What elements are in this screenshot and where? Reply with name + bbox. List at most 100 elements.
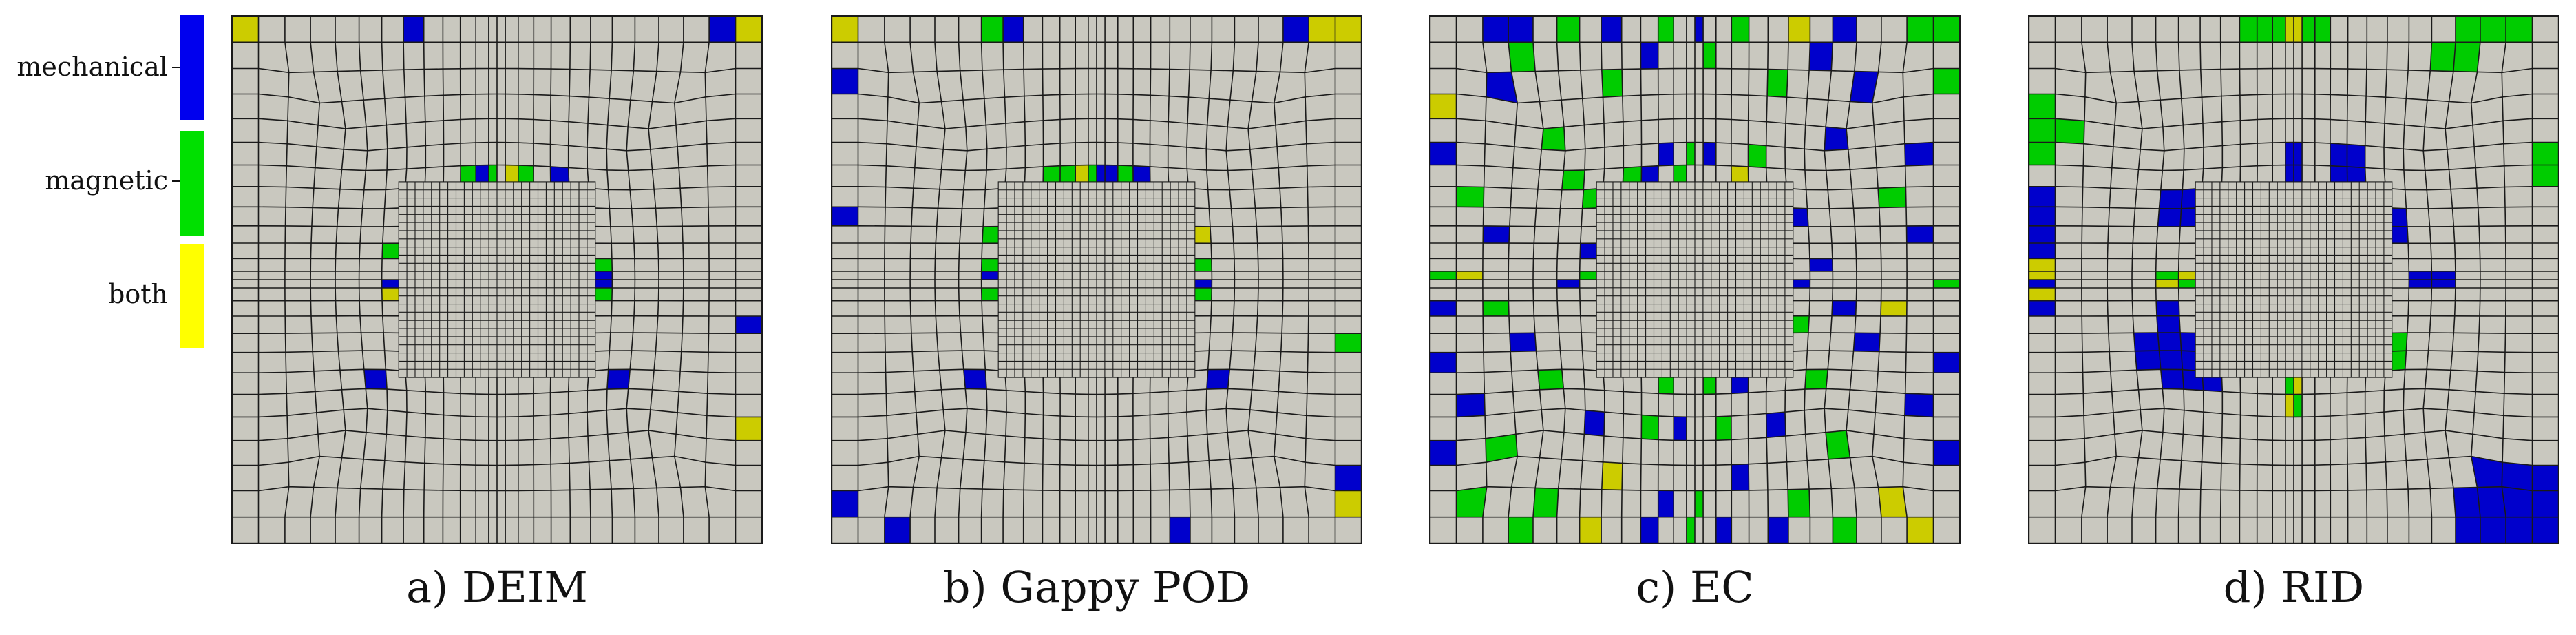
mesh-cell-magnetic [1907, 15, 1934, 43]
mesh-cell-magnetic [2272, 15, 2285, 43]
mesh-cell-mechanical [1335, 465, 1362, 491]
mesh-cell-magnetic [2028, 118, 2056, 143]
mesh-cell-mechanical [735, 316, 763, 334]
legend-tick-mechanical [172, 67, 180, 68]
mesh-cell-mechanical [1601, 15, 1622, 43]
mesh-cell-mechanical [2156, 300, 2179, 316]
mesh-cell-mechanical [1509, 333, 1537, 352]
mesh-cell-mechanical [2294, 165, 2303, 187]
mesh-cell-mechanical [476, 165, 489, 187]
mesh-cell-mechanical [2135, 351, 2161, 371]
mesh-cell-both [1878, 486, 1908, 517]
mesh-cell-mechanical [2480, 517, 2506, 544]
mesh-cell-magnetic [2285, 373, 2294, 395]
mesh-cell-both [231, 15, 259, 43]
mesh-cell-magnetic [2453, 42, 2480, 72]
mesh-cell-mechanical [1170, 517, 1190, 544]
mesh-cell-mechanical [2028, 280, 2056, 288]
mesh-cell-mechanical [1933, 352, 1961, 373]
mesh-cell-mechanical [1456, 393, 1486, 417]
mesh-cell-mechanical [2532, 490, 2559, 517]
mesh-cell-both [1579, 517, 1602, 544]
legend-tick-magnetic [172, 180, 180, 182]
mesh-panel-rid [2028, 15, 2559, 544]
mesh-cell-both [1335, 15, 1362, 43]
mesh-cell-magnetic [1537, 369, 1564, 390]
mesh-cell-mechanical [1658, 143, 1674, 166]
mesh-cell-both [1429, 94, 1457, 119]
legend-swatch-mechanical [180, 15, 204, 120]
mesh-cell-mechanical [2157, 333, 2182, 351]
mesh-cell-magnetic [2178, 280, 2201, 288]
mesh-cell-both [735, 15, 763, 43]
mesh-cell-mechanical [1429, 142, 1457, 165]
mesh-cell-both [1456, 271, 1483, 280]
mesh-cell-mechanical [1853, 333, 1881, 352]
mesh-cell-mechanical [2409, 280, 2432, 288]
mesh-cell-magnetic [2028, 142, 2056, 165]
mesh-cell-mechanical [2506, 517, 2533, 544]
mesh-cell-magnetic [1933, 15, 1961, 43]
mesh-cell-magnetic [1826, 430, 1850, 459]
mesh-frame [2028, 15, 2559, 544]
mesh-cell-magnetic [1878, 187, 1906, 208]
mesh-cell-mechanical [1190, 280, 1212, 288]
mesh-cell-both [381, 288, 404, 301]
mesh-cell-magnetic [488, 165, 497, 187]
mesh-cell-mechanical [2159, 189, 2183, 209]
mesh-cell-mechanical [2330, 143, 2347, 167]
mesh-cell-mechanical [1483, 225, 1510, 244]
mesh-cell-mechanical [981, 271, 1004, 280]
mesh-cell-magnetic [2480, 15, 2506, 43]
mesh-cell-both [1075, 165, 1088, 187]
mesh-cell-magnetic [1641, 415, 1659, 440]
mesh-cell-mechanical [1788, 280, 1810, 288]
mesh-cell-mechanical [2477, 486, 2506, 517]
mesh-cell-mechanical [381, 280, 404, 288]
mesh-cell-mechanical [606, 369, 631, 390]
mesh-cell-mechanical [1486, 72, 1518, 103]
caption-ec: c) EC [1636, 562, 1754, 612]
mesh-cell-mechanical [1482, 15, 1509, 43]
legend-swatch-magnetic [180, 131, 204, 236]
mesh-cell-mechanical [1674, 416, 1687, 441]
mesh-cell-mechanical [2453, 487, 2480, 517]
mesh-cell-magnetic [1767, 69, 1788, 98]
mesh-cell-mechanical [831, 68, 858, 94]
mesh-cell-magnetic [2532, 142, 2559, 165]
mesh-cell-mechanical [831, 490, 858, 517]
caption-deim: a) DEIM [406, 562, 588, 612]
mesh-cell-mechanical [2409, 271, 2432, 280]
mesh-cell-both [1788, 15, 1810, 43]
mesh-cell-mechanical [2456, 517, 2480, 544]
mesh-cell-magnetic [2239, 15, 2257, 43]
mesh-cell-magnetic [1686, 517, 1695, 544]
mesh-cell-magnetic [1508, 517, 1533, 544]
mesh-cell-magnetic [2155, 271, 2179, 280]
mesh-cell-magnetic [981, 15, 1004, 43]
mesh-cell-mechanical [709, 15, 736, 43]
mesh-cell-both [2155, 280, 2179, 288]
mesh-cell-mechanical [2028, 300, 2056, 316]
mesh-cell-mechanical [2159, 351, 2183, 370]
mesh-cell-mechanical [1809, 42, 1833, 71]
mesh-cell-mechanical [1904, 142, 1934, 166]
mesh-cell-mechanical [1556, 280, 1580, 288]
mesh-cell-both [1601, 461, 1623, 490]
mesh-cell-mechanical [2028, 243, 2056, 259]
mesh-cell-magnetic [1556, 15, 1580, 43]
mesh-cell-both [2294, 15, 2303, 43]
mesh-cell-both [2028, 258, 2056, 271]
mesh-cell-mechanical [1824, 127, 1848, 151]
mesh-cell-magnetic [1804, 369, 1828, 390]
mesh-cell-both [1881, 300, 1907, 316]
legend-swatch-both [180, 244, 204, 348]
mesh-cell-mechanical [2294, 142, 2303, 165]
mesh-cell-magnetic [1561, 169, 1585, 190]
mesh-inner-block [398, 181, 596, 378]
mesh-cell-mechanical [1850, 71, 1879, 103]
mesh-cell-mechanical [1097, 165, 1106, 187]
mesh-cell-mechanical [2471, 456, 2503, 488]
mesh-cell-magnetic [1483, 300, 1509, 316]
